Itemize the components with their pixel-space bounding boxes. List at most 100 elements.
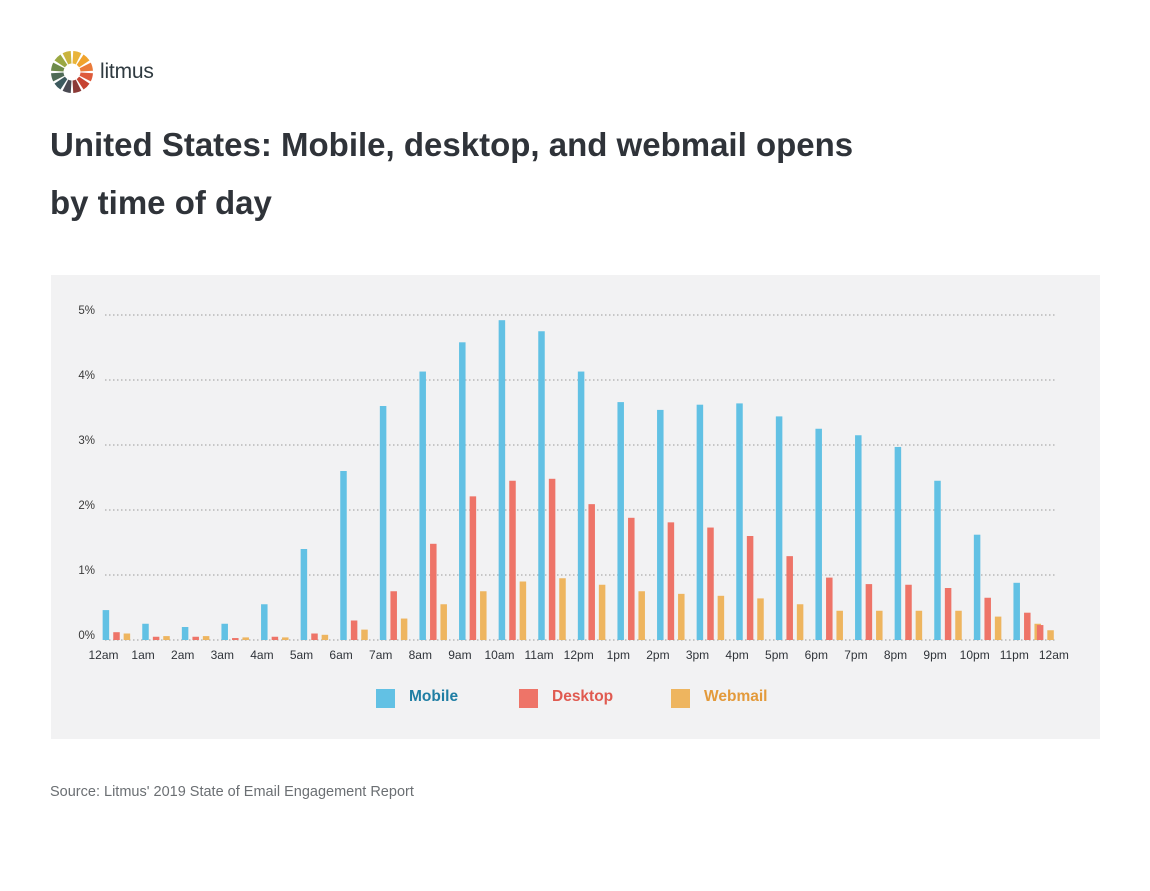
bar-mobile [657, 409, 664, 640]
logo-segment [62, 79, 72, 93]
litmus-logo: litmus [50, 50, 154, 94]
bar-desktop [509, 480, 516, 640]
x-tick-label: 9am [448, 648, 471, 662]
bar-webmail [123, 633, 131, 640]
logo-segment [54, 76, 68, 90]
x-tick-label: 6pm [805, 648, 828, 662]
x-tick-label: 8pm [884, 648, 907, 662]
logo-segment [51, 62, 65, 72]
legend-label-desktop: Desktop [552, 688, 613, 705]
bar-webmail [757, 598, 764, 640]
bar-desktop [469, 496, 477, 640]
bar-webmail [519, 581, 527, 640]
x-tick-label: 1am [131, 648, 154, 662]
bar-webmail [242, 637, 249, 640]
bar-mobile [142, 623, 149, 640]
bar-desktop [548, 478, 556, 640]
bar-webmail [915, 610, 923, 640]
logo-segment [51, 72, 65, 82]
bar-mobile [340, 471, 347, 640]
bar-desktop [984, 597, 991, 640]
x-tick-label: 8am [409, 648, 432, 662]
logo-segment [79, 72, 93, 82]
x-tick-label: 10am [484, 648, 514, 662]
bar-webmail [717, 595, 725, 640]
bar-desktop [628, 517, 635, 640]
bar-webmail [598, 584, 606, 640]
bar-desktop [311, 633, 318, 640]
bar-webmail [796, 604, 804, 640]
x-tick-label: 1pm [607, 648, 630, 662]
bar-mobile [459, 342, 466, 640]
logo-segment [76, 76, 90, 90]
bar-mobile [973, 534, 981, 640]
bar-desktop [865, 584, 873, 640]
x-tick-label: 2am [171, 648, 194, 662]
x-tick-label: 12am [88, 648, 118, 662]
bar-desktop [944, 588, 952, 640]
bar-mobile [102, 610, 110, 640]
bar-desktop [746, 536, 754, 640]
bar-webmail [678, 593, 685, 640]
bar-desktop [1024, 612, 1031, 640]
x-tick-label: 7am [369, 648, 392, 662]
bar-webmail [361, 629, 368, 640]
bar-mobile [815, 428, 822, 640]
chart-title: United States: Mobile, desktop, and webm… [50, 126, 854, 221]
x-tick-label: 5am [290, 648, 313, 662]
x-tick-label: 3pm [686, 648, 709, 662]
bar-webmail [955, 610, 962, 640]
bar-mobile [736, 403, 743, 640]
legend-label-webmail: Webmail [704, 688, 767, 705]
x-tick-label: 4am [250, 648, 273, 662]
bar-desktop [1036, 625, 1044, 640]
bar-mobile [261, 604, 268, 640]
x-tick-label: 4pm [725, 648, 748, 662]
source-note: Source: Litmus' 2019 State of Email Enga… [50, 784, 414, 800]
logo-wordmark: litmus [100, 60, 154, 83]
y-tick-label: 2% [78, 500, 95, 512]
litmus-logo-icon [51, 51, 93, 93]
bar-webmail [163, 636, 170, 640]
bar-desktop [786, 556, 793, 640]
logo-segment [79, 62, 93, 72]
legend-swatch-desktop [519, 689, 538, 708]
y-tick-label: 4% [78, 370, 95, 382]
bar-webmail [202, 636, 210, 640]
bar-webmail [321, 634, 329, 640]
bar-mobile [855, 435, 862, 640]
bar-mobile [379, 406, 387, 640]
bar-webmail [282, 637, 289, 640]
bar-webmail [994, 616, 1002, 640]
bar-mobile [894, 446, 902, 640]
x-tick-label: 11pm [1000, 648, 1029, 662]
bar-webmail [400, 618, 408, 640]
bar-desktop [667, 522, 675, 640]
bar-mobile [538, 331, 545, 640]
x-tick-label: 10pm [960, 648, 990, 662]
bar-mobile [577, 371, 585, 640]
x-tick-label: 3am [211, 648, 234, 662]
bar-desktop [905, 584, 912, 640]
bar-mobile [498, 320, 506, 640]
x-tick-label: 7pm [844, 648, 867, 662]
bar-desktop [271, 636, 279, 640]
bar-desktop [350, 620, 358, 640]
y-tick-label: 5% [78, 305, 95, 317]
bar-desktop [707, 527, 714, 640]
bar-chart: 0% 1% 2% 3% 4% 5% 12am 1am 2am 3am 4am 5am 6am 7am 8am… [78, 305, 1069, 708]
y-tick-label: 3% [78, 435, 95, 447]
y-tick-label: 1% [78, 565, 95, 577]
x-tick-label: 11am [525, 648, 554, 662]
bar-desktop [232, 638, 239, 640]
logo-segment [72, 79, 82, 93]
x-tick-label: 12am [1039, 648, 1069, 662]
x-tick-label: 9pm [923, 648, 946, 662]
bar-webmail [836, 610, 843, 640]
bar-desktop [113, 632, 120, 640]
bar-mobile [696, 404, 704, 640]
bar-desktop [390, 591, 397, 640]
bar-desktop [152, 636, 160, 640]
chart-panel: 0% 1% 2% 3% 4% 5% 12am 1am 2am 3am 4am 5am 6am 7am 8am… [51, 275, 1100, 739]
x-tick-label: 12pm [564, 648, 594, 662]
